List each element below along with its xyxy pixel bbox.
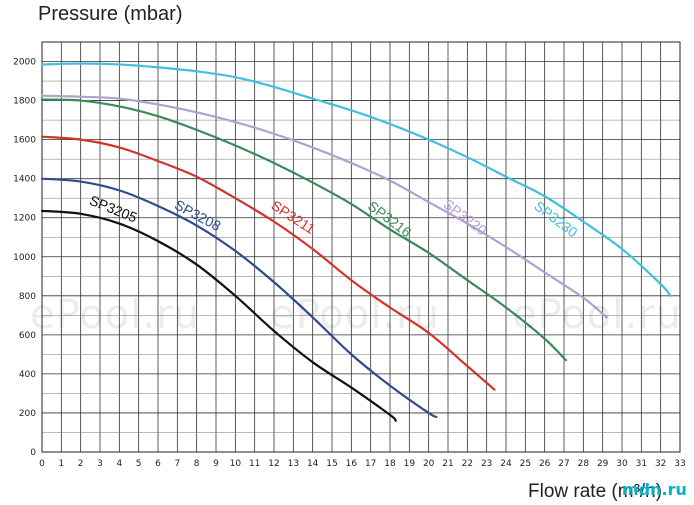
x-tick-label: 14 (307, 459, 319, 469)
series-line-SP3208 (40, 177, 438, 418)
x-tick-label: 16 (346, 459, 358, 469)
x-tick-label: 28 (578, 459, 590, 469)
y-tick-label: 1800 (13, 97, 36, 107)
x-tick-label: 13 (288, 459, 299, 469)
y-tick-label: 400 (19, 370, 36, 380)
x-tick-label: 0 (39, 459, 45, 469)
series-line-SP3216 (40, 98, 568, 362)
watermark: ePool.ru (30, 292, 200, 338)
x-tick-label: 21 (442, 459, 453, 469)
series-line-SP3211 (40, 135, 496, 391)
y-tick-label: 600 (19, 331, 36, 341)
y-tick-label: 1200 (13, 214, 36, 224)
x-tick-label: 20 (423, 459, 435, 469)
y-tick-label: 800 (19, 292, 36, 302)
x-tick-label: 18 (384, 459, 396, 469)
series-line-SP3230 (40, 62, 672, 297)
y-axis-label: Pressure (mbar) (38, 3, 183, 25)
logo: mdn.ru (622, 480, 687, 499)
x-tick-label: 12 (268, 459, 279, 469)
x-tick-label: 7 (174, 459, 180, 469)
watermark: ePool.ru (512, 292, 682, 338)
x-tick-label: 15 (326, 459, 337, 469)
x-tick-label: 26 (539, 459, 551, 469)
x-tick-label: 8 (194, 459, 200, 469)
series-line-SP3220 (40, 94, 608, 319)
x-tick-label: 9 (213, 459, 219, 469)
plot-frame (41, 41, 681, 453)
x-tick-label: 10 (230, 459, 242, 469)
watermark: ePool.ru (270, 292, 440, 338)
x-tick-label: 5 (136, 459, 142, 469)
y-tick-label: 1600 (13, 136, 36, 146)
series-labels: SP3205 SP3208 SP3211 SP3216 SP3220 SP3230 (87, 192, 581, 240)
x-tick-label: 22 (462, 459, 473, 469)
y-tick-label: 200 (19, 409, 36, 419)
x-tick-label: 25 (520, 459, 531, 469)
x-tick-label: 30 (616, 459, 628, 469)
y-tick-label: 1000 (13, 253, 36, 263)
x-tick-label: 31 (636, 459, 647, 469)
x-tick-label: 4 (116, 459, 122, 469)
x-tick-label: 3 (97, 459, 103, 469)
grid (41, 41, 681, 453)
axes: 0 1 2 3 4 5 6 7 8 9 10 11 12 13 14 15 16 17 18 19 20 21 22 23 24… (13, 41, 686, 469)
y-tick-label: 1400 (13, 175, 36, 185)
y-tick-label: 0 (30, 448, 36, 458)
x-tick-label: 23 (481, 459, 492, 469)
x-tick-label: 19 (404, 459, 416, 469)
x-tick-label: 2 (78, 459, 84, 469)
x-tick-label: 32 (655, 459, 666, 469)
x-tick-label: 11 (249, 459, 260, 469)
x-tick-label: 1 (58, 459, 64, 469)
x-tick-label: 33 (674, 459, 685, 469)
x-tick-label: 27 (558, 459, 569, 469)
x-tick-label: 6 (155, 459, 161, 469)
x-tick-label: 24 (500, 459, 512, 469)
x-tick-label: 29 (597, 459, 609, 469)
x-axis-label: Flow rate (m³/h) (528, 481, 663, 502)
series-line-SP3205 (40, 209, 397, 422)
y-tick-label: 2000 (13, 58, 36, 68)
curves (40, 62, 672, 422)
x-tick-label: 17 (365, 459, 376, 469)
